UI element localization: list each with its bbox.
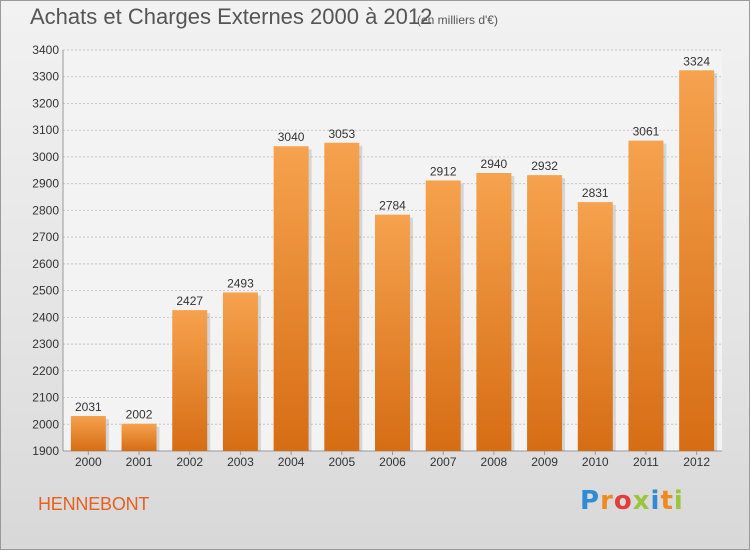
x-tick-label: 2007 <box>430 455 457 469</box>
x-tick-label: 2011 <box>633 455 659 469</box>
x-tick-label: 2002 <box>176 455 203 469</box>
bar-2002 <box>172 310 208 451</box>
logo-letter: x <box>632 486 651 516</box>
x-tick-label: 2006 <box>379 455 406 469</box>
x-tick-label: 2008 <box>481 455 508 469</box>
value-label: 2427 <box>176 294 203 308</box>
x-tick-label: 2004 <box>278 455 305 469</box>
bar-2005 <box>324 142 360 452</box>
value-label: 3053 <box>328 127 355 141</box>
y-tick-label: 2400 <box>32 310 59 324</box>
value-label: 2031 <box>75 400 102 414</box>
y-tick-label: 2100 <box>32 391 59 405</box>
y-tick-label: 3100 <box>32 123 59 137</box>
proxiti-logo[interactable]: Proxiti <box>580 486 684 516</box>
logo-letter: i <box>673 486 684 516</box>
y-tick-label: 3400 <box>32 43 59 57</box>
value-label: 3040 <box>278 130 305 144</box>
bar-2008 <box>476 172 512 451</box>
bar-2007 <box>425 180 461 451</box>
bar-2012 <box>679 70 715 452</box>
logo-letter: r <box>600 486 614 516</box>
value-label: 2002 <box>126 408 153 422</box>
value-label: 2912 <box>430 164 457 178</box>
y-tick-label: 3200 <box>32 96 59 110</box>
chart-title: Achats et Charges Externes 2000 à 2012 <box>30 4 433 29</box>
x-tick-label: 2000 <box>75 455 102 469</box>
logo-letter: o <box>613 486 633 516</box>
bar-2009 <box>527 175 563 451</box>
value-label: 2940 <box>481 157 508 171</box>
y-tick-label: 2200 <box>32 364 59 378</box>
x-tick-label: 2001 <box>126 455 153 469</box>
bar-2001 <box>121 423 157 451</box>
y-tick-label: 2700 <box>32 230 59 244</box>
y-tick-label: 3000 <box>32 150 59 164</box>
y-tick-label: 2900 <box>32 177 59 191</box>
bar-2003 <box>222 292 258 451</box>
value-label: 2784 <box>379 199 406 213</box>
y-tick-label: 2000 <box>32 417 59 431</box>
x-tick-label: 2012 <box>683 455 710 469</box>
bar-2006 <box>375 214 410 451</box>
logo-letter: t <box>660 486 674 516</box>
value-label: 2831 <box>582 186 609 200</box>
y-tick-label: 3300 <box>32 70 59 84</box>
bar-2010 <box>577 202 613 451</box>
bar-2004 <box>273 146 309 452</box>
commune-name: HENNEBONT <box>38 494 150 514</box>
y-tick-label: 2800 <box>32 203 59 217</box>
x-tick-label: 2005 <box>328 455 355 469</box>
x-tick-label: 2010 <box>582 455 609 469</box>
x-tick-label: 2009 <box>531 455 558 469</box>
value-label: 3061 <box>633 125 660 139</box>
y-tick-label: 2500 <box>32 284 59 298</box>
x-tick-label: 2003 <box>227 455 254 469</box>
logo-letter: i <box>650 486 661 516</box>
chart-subtitle: (en milliers d'€) <box>417 13 498 27</box>
bar-2011 <box>628 140 664 451</box>
value-label: 3324 <box>683 54 710 68</box>
y-tick-label: 2600 <box>32 257 59 271</box>
bar-2000 <box>70 415 106 451</box>
y-tick-label: 1900 <box>32 444 59 458</box>
y-tick-label: 2300 <box>32 337 59 351</box>
value-label: 2493 <box>227 276 254 290</box>
value-label: 2932 <box>531 159 558 173</box>
logo-letter: P <box>580 486 601 516</box>
